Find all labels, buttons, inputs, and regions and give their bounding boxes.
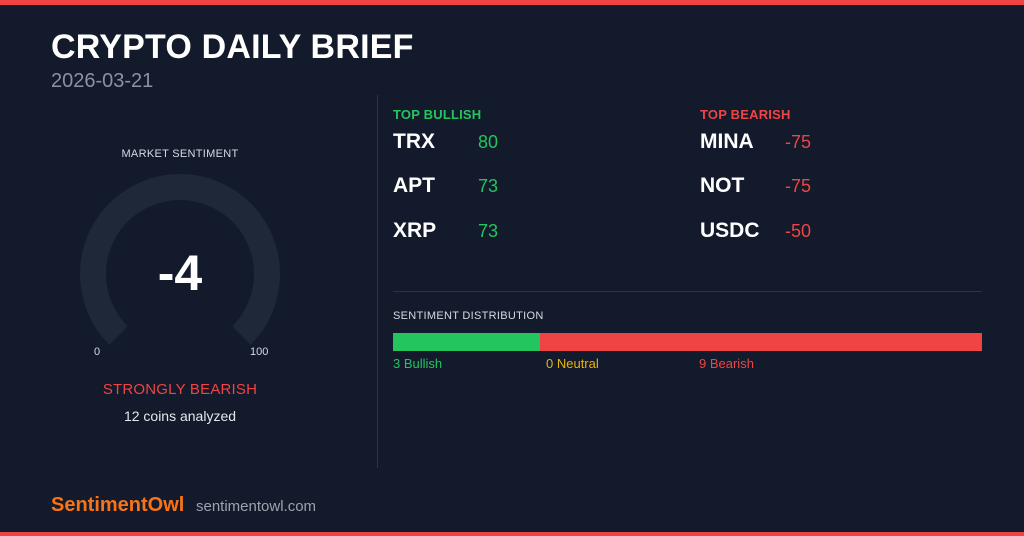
sentiment-score: -4	[157, 245, 203, 301]
neutral-count: 0 Neutral	[546, 356, 599, 371]
top-accent-bar	[0, 0, 1024, 5]
coin-score: 73	[478, 176, 499, 196]
gauge-max-label: 100	[250, 346, 269, 358]
top-bullish-heading: TOP BULLISH	[393, 107, 482, 122]
sentiment-verdict: STRONGLY BEARISH	[102, 381, 258, 398]
coin-symbol: MINA	[700, 130, 754, 153]
page-title: CRYPTO DAILY BRIEF	[51, 28, 414, 66]
coin-symbol: APT	[393, 174, 435, 197]
column-divider	[377, 95, 378, 468]
coin-symbol: XRP	[393, 219, 437, 242]
sentiment-panel: MARKET SENTIMENT -4 0 100 STRONGLY BEARI…	[60, 140, 300, 440]
section-divider	[393, 291, 982, 292]
distribution-bar	[393, 333, 982, 351]
coin-score: -50	[785, 221, 812, 241]
coin-symbol: TRX	[393, 130, 435, 153]
bearish-count: 9 Bearish	[699, 356, 754, 371]
coins-analyzed: 12 coins analyzed	[123, 408, 237, 424]
bullish-count: 3 Bullish	[393, 356, 443, 371]
coin-score: -75	[785, 132, 812, 152]
bottom-accent-bar	[0, 532, 1024, 536]
sentiment-gauge	[80, 174, 280, 345]
coin-score: -75	[785, 176, 812, 196]
gauge-min-label: 0	[94, 346, 101, 358]
top-bearish-heading: TOP BEARISH	[700, 107, 791, 122]
coin-symbol: NOT	[700, 174, 745, 197]
coin-score: 73	[478, 221, 499, 241]
brand-logo: SentimentOwl	[51, 494, 185, 516]
distribution-label: SENTIMENT DISTRIBUTION	[393, 310, 544, 322]
coin-symbol: USDC	[700, 219, 760, 242]
gauge-track	[80, 174, 280, 345]
brand-url[interactable]: sentimentowl.com	[196, 498, 317, 515]
report-date: 2026-03-21	[51, 70, 154, 92]
distribution-bearish-segment	[540, 333, 982, 351]
gauge-label: MARKET SENTIMENT	[121, 148, 239, 160]
coin-score: 80	[478, 132, 499, 152]
distribution-bullish-segment	[393, 333, 541, 351]
